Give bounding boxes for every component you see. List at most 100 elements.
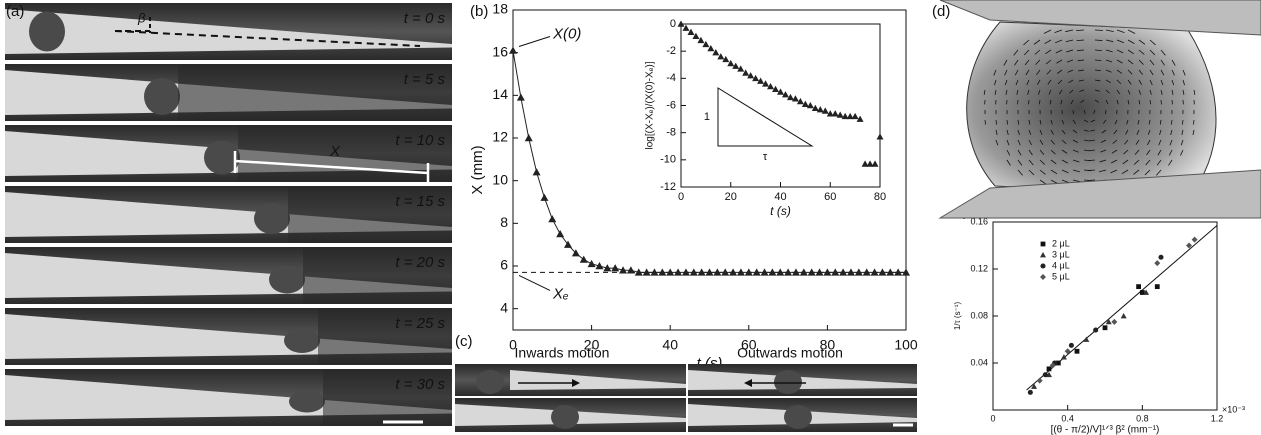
flow-vector <box>1045 59 1052 65</box>
data-point <box>752 268 761 276</box>
flow-vector <box>984 119 986 125</box>
flow-vector <box>1105 109 1107 115</box>
data-point <box>1068 342 1074 348</box>
y-axis-label: log[(X-Xₑ)/(X(0)-Xₑ)] <box>645 61 656 149</box>
length-label: X <box>329 143 341 160</box>
flow-vector <box>1068 79 1074 84</box>
flow-vector <box>1105 99 1109 105</box>
data-point <box>674 268 683 276</box>
flow-vector <box>1170 129 1173 136</box>
flow-vector <box>1061 119 1065 125</box>
panel-label: (a) <box>6 3 24 20</box>
x-multiplier: ×10⁻³ <box>1222 404 1245 414</box>
flow-vector <box>1110 169 1118 174</box>
data-point <box>826 110 834 117</box>
data-point <box>548 215 557 223</box>
flow-vector <box>1100 139 1107 143</box>
data-point <box>878 268 887 276</box>
flow-vector <box>1034 49 1041 55</box>
flow-vector <box>1055 39 1063 44</box>
flow-vector <box>1061 159 1069 164</box>
data-point <box>642 268 651 276</box>
flow-vector <box>1003 59 1008 66</box>
flow-vector <box>1171 59 1176 66</box>
flow-vector <box>1050 149 1056 155</box>
y-tick-label: 0.16 <box>970 216 988 226</box>
flow-vector <box>1028 99 1030 105</box>
flow-vector <box>1181 129 1184 136</box>
frame-time: t = 15 s <box>395 193 445 210</box>
flow-vector <box>1055 49 1063 54</box>
x-tick-label: 1.2 <box>1211 413 1224 423</box>
data-point <box>862 268 871 276</box>
data-point <box>603 264 612 272</box>
plot-frame <box>992 221 1218 411</box>
data-point <box>836 111 844 118</box>
flow-vector <box>1061 149 1068 154</box>
data-point <box>595 262 604 270</box>
flow-vector <box>1017 139 1021 146</box>
flow-vector <box>1156 169 1162 176</box>
legend-marker <box>1040 263 1046 269</box>
droplet <box>29 11 65 52</box>
flow-vector <box>1157 149 1162 156</box>
flow-vector <box>1093 109 1096 114</box>
flow-vector <box>1114 119 1118 125</box>
flow-vector <box>1094 79 1101 82</box>
legend-label: 5 μL <box>1052 271 1070 281</box>
flow-vector <box>1047 79 1052 85</box>
data-point <box>747 72 755 79</box>
flow-vector <box>1105 69 1112 73</box>
flow-vector <box>1099 169 1107 173</box>
data-point <box>626 266 635 274</box>
data-point <box>681 268 690 276</box>
y-tick-label: 14 <box>492 86 508 102</box>
data-point <box>682 24 690 31</box>
flow-vector <box>1083 109 1086 115</box>
flow-vector <box>1138 59 1144 65</box>
flow-vector <box>1171 89 1174 95</box>
y-tick-label: -2 <box>666 45 676 57</box>
flow-vector <box>1050 129 1054 135</box>
flow-vector <box>1138 39 1146 45</box>
data-point <box>587 259 596 268</box>
x-tick-label: 80 <box>874 191 886 203</box>
legend-marker <box>1040 252 1046 258</box>
data-point <box>705 268 714 276</box>
data-point <box>1186 242 1192 249</box>
flow-vector <box>1160 59 1165 66</box>
flow-vector <box>1133 169 1140 175</box>
flow-vector <box>1025 69 1030 76</box>
annotation-arrow <box>518 274 551 291</box>
dark-region <box>318 308 452 365</box>
flow-vector <box>1171 69 1175 76</box>
flow-vector <box>1072 169 1080 173</box>
flow-vector <box>1105 59 1113 63</box>
flow-vector <box>1037 79 1041 85</box>
flow-vector <box>1116 49 1124 54</box>
droplet <box>269 265 305 294</box>
flow-vector <box>1017 119 1020 125</box>
flow-vector <box>1028 129 1032 135</box>
flow-vector <box>1017 169 1023 176</box>
flow-vector <box>1083 119 1089 123</box>
flow-vector <box>1039 129 1043 135</box>
flow-vector <box>1016 89 1019 95</box>
flow-vector <box>1180 139 1184 146</box>
annotation-arrow <box>518 36 551 48</box>
flow-vector <box>1160 79 1164 86</box>
flow-vector <box>1006 129 1009 136</box>
data-point <box>1027 389 1033 395</box>
data-point <box>786 93 794 101</box>
data-point <box>823 268 832 276</box>
data-point <box>791 268 800 276</box>
data-point <box>757 77 765 84</box>
x-axis-label: [(θ - π/2)/V]¹ᐟ³ β² (mm⁻¹) <box>1051 425 1160 435</box>
x-tick-label: 40 <box>662 337 678 353</box>
liquid-wedge <box>510 370 686 390</box>
caption: Outwards motion <box>737 345 843 361</box>
data-point <box>1136 284 1141 290</box>
data-point <box>762 80 770 87</box>
data-point <box>1111 318 1118 325</box>
data-point <box>806 102 814 109</box>
